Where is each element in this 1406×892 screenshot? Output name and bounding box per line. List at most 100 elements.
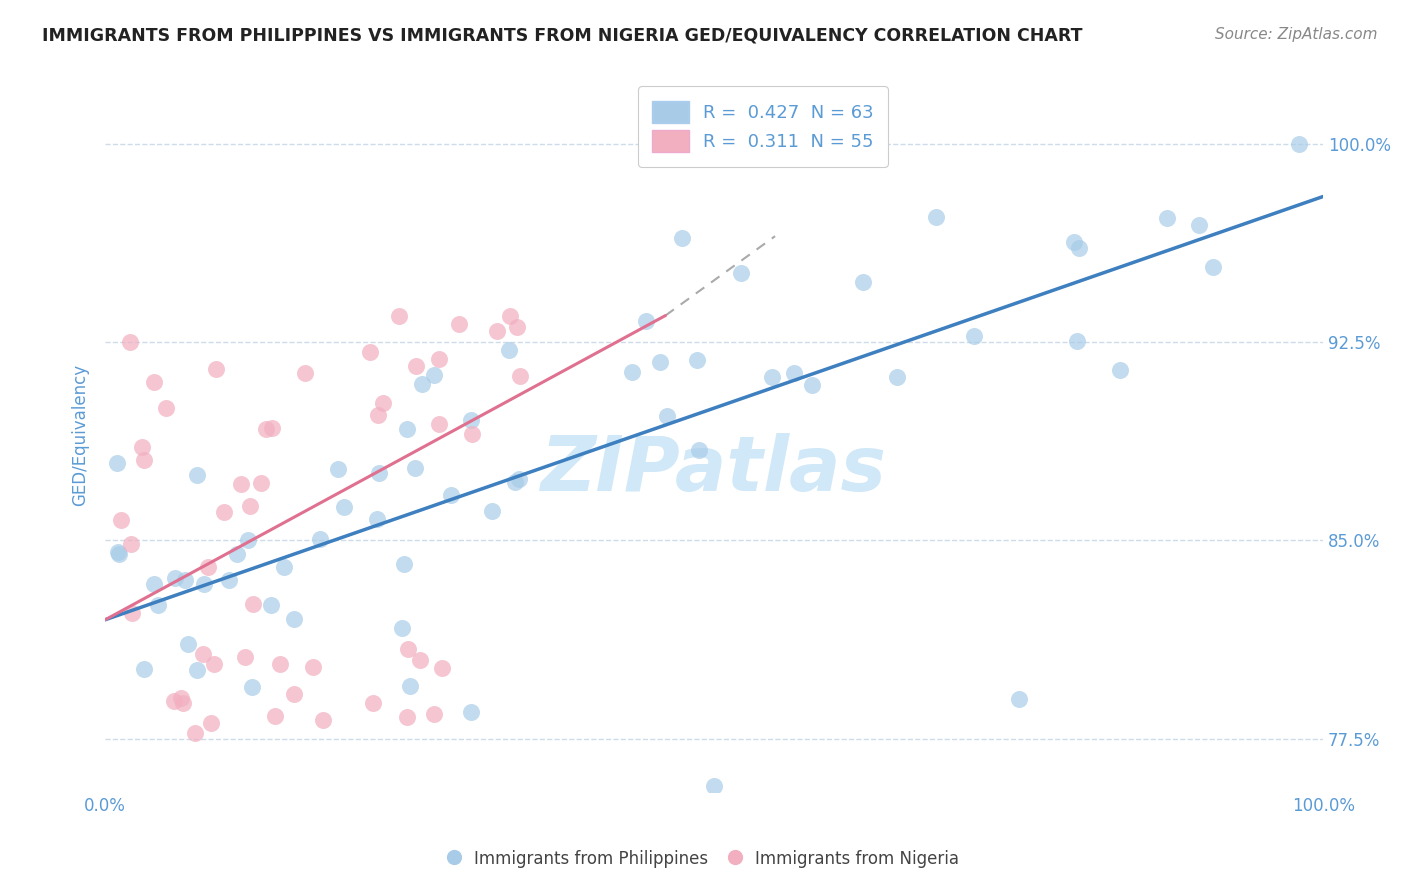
Point	[1288, 136, 1310, 151]
Point	[801, 378, 824, 392]
Point	[655, 409, 678, 423]
Point	[963, 328, 986, 343]
Point	[423, 368, 446, 383]
Point	[886, 370, 908, 384]
Text: IMMIGRANTS FROM PHILIPPINES VS IMMIGRANTS FROM NIGERIA GED/EQUIVALENCY CORRELATI: IMMIGRANTS FROM PHILIPPINES VS IMMIGRANT…	[42, 27, 1083, 45]
Point	[1063, 235, 1085, 249]
Point	[925, 210, 948, 224]
Point	[240, 680, 263, 694]
Point	[202, 657, 225, 672]
Point	[108, 547, 131, 561]
Point	[333, 500, 356, 515]
Point	[359, 345, 381, 359]
Point	[1008, 692, 1031, 706]
Point	[422, 707, 444, 722]
Point	[186, 468, 208, 483]
Point	[621, 365, 644, 379]
Point	[686, 352, 709, 367]
Point	[142, 375, 165, 389]
Point	[163, 694, 186, 708]
Point	[312, 713, 335, 727]
Point	[460, 706, 482, 720]
Point	[294, 366, 316, 380]
Point	[174, 573, 197, 587]
Point	[186, 663, 208, 677]
Point	[146, 598, 169, 612]
Point	[392, 558, 415, 572]
Point	[391, 621, 413, 635]
Point	[260, 598, 283, 612]
Point	[1156, 211, 1178, 226]
Point	[429, 352, 451, 367]
Point	[396, 421, 419, 435]
Point	[118, 334, 141, 349]
Point	[191, 647, 214, 661]
Point	[283, 612, 305, 626]
Point	[163, 571, 186, 585]
Point	[396, 642, 419, 657]
Point	[703, 780, 725, 794]
Point	[121, 606, 143, 620]
Point	[498, 343, 520, 358]
Point	[193, 577, 215, 591]
Point	[461, 427, 484, 442]
Point	[509, 369, 531, 384]
Point	[283, 687, 305, 701]
Point	[688, 442, 710, 457]
Point	[1202, 260, 1225, 275]
Point	[131, 441, 153, 455]
Text: ZIPatlas: ZIPatlas	[541, 434, 887, 508]
Point	[761, 370, 783, 384]
Point	[503, 475, 526, 489]
Point	[371, 396, 394, 410]
Point	[218, 573, 240, 587]
Legend: R =  0.427  N = 63, R =  0.311  N = 55: R = 0.427 N = 63, R = 0.311 N = 55	[638, 87, 889, 167]
Y-axis label: GED/Equivalency: GED/Equivalency	[72, 364, 89, 506]
Point	[636, 314, 658, 328]
Point	[242, 598, 264, 612]
Point	[404, 460, 426, 475]
Point	[363, 696, 385, 710]
Point	[367, 467, 389, 481]
Point	[447, 317, 470, 331]
Point	[1067, 241, 1090, 255]
Point	[239, 499, 262, 513]
Point	[1108, 362, 1130, 376]
Point	[852, 275, 875, 289]
Point	[204, 362, 226, 376]
Point	[396, 709, 419, 723]
Point	[1066, 334, 1088, 348]
Point	[326, 462, 349, 476]
Point	[388, 309, 411, 323]
Point	[506, 320, 529, 334]
Point	[1188, 218, 1211, 232]
Point	[671, 231, 693, 245]
Point	[143, 577, 166, 591]
Point	[309, 532, 332, 546]
Point	[460, 413, 482, 427]
Point	[481, 504, 503, 518]
Point	[212, 505, 235, 519]
Point	[405, 359, 427, 373]
Point	[235, 649, 257, 664]
Point	[254, 422, 277, 436]
Point	[430, 661, 453, 675]
Point	[366, 512, 388, 526]
Point	[110, 514, 132, 528]
Point	[184, 726, 207, 740]
Text: Source: ZipAtlas.com: Source: ZipAtlas.com	[1215, 27, 1378, 42]
Point	[263, 709, 285, 723]
Point	[409, 653, 432, 667]
Point	[170, 691, 193, 706]
Point	[120, 537, 142, 551]
Point	[105, 457, 128, 471]
Point	[134, 452, 156, 467]
Point	[398, 679, 420, 693]
Point	[427, 417, 450, 432]
Point	[226, 547, 249, 561]
Point	[486, 324, 509, 338]
Point	[508, 472, 530, 486]
Point	[197, 560, 219, 574]
Point	[730, 266, 752, 280]
Point	[107, 545, 129, 559]
